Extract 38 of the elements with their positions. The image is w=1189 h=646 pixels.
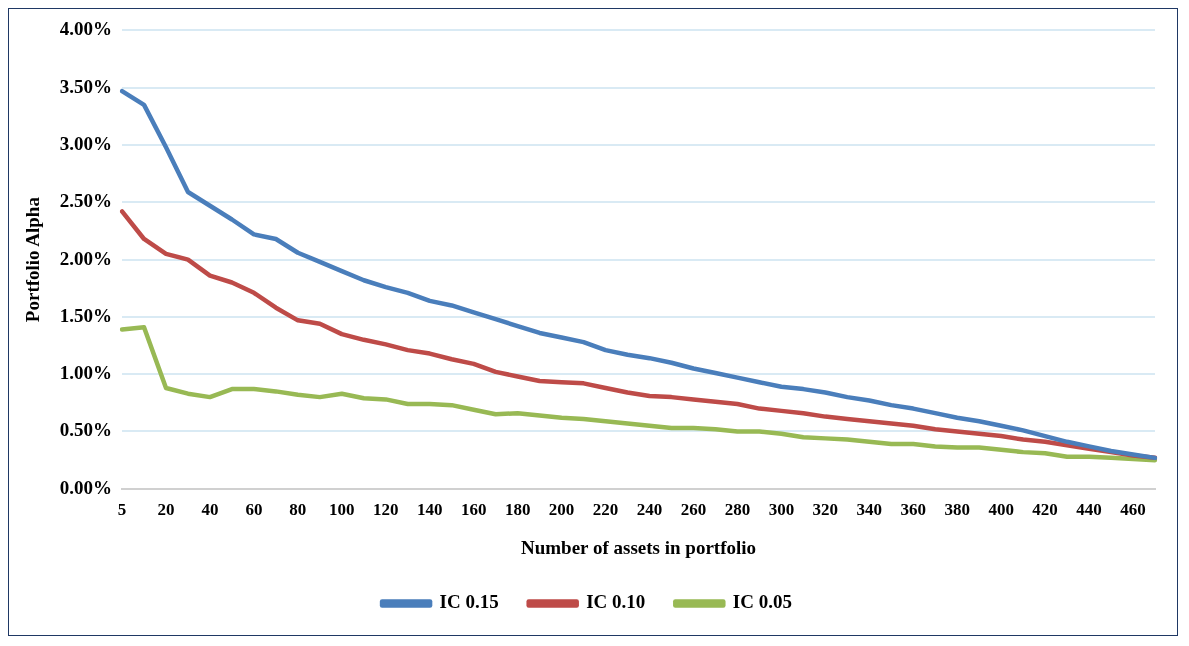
x-tick-label: 300 — [768, 500, 795, 520]
y-tick-label: 4.00% — [59, 18, 113, 40]
x-tick-label: 80 — [289, 500, 307, 520]
x-tick-label: 5 — [117, 500, 127, 520]
x-tick-label: 420 — [1032, 500, 1058, 520]
x-tick-label: 140 — [416, 500, 443, 520]
x-tick-label: 240 — [636, 500, 663, 520]
y-tick-label: 1.00% — [59, 362, 113, 384]
y-tick-label: 1.50% — [59, 304, 113, 326]
x-tick-label: 400 — [988, 500, 1014, 520]
y-axis-title: Portfolio Alpha — [22, 196, 44, 323]
x-tick-label: 460 — [1120, 500, 1146, 520]
y-tick-label: 3.50% — [59, 75, 113, 97]
x-tick-label: 200 — [548, 500, 575, 520]
x-tick-label: 280 — [724, 500, 751, 520]
y-tick-label: 3.00% — [59, 132, 113, 154]
legend-label: IC 0.15 — [439, 591, 499, 613]
legend-label: IC 0.10 — [586, 591, 646, 613]
x-tick-label: 360 — [900, 500, 926, 520]
x-tick-label: 260 — [680, 500, 707, 520]
x-tick-label: 20 — [157, 500, 175, 520]
x-tick-label: 40 — [201, 500, 219, 520]
x-axis-title: Number of assets in portfolio — [521, 536, 757, 558]
x-tick-label: 60 — [245, 500, 263, 520]
x-tick-label: 160 — [460, 500, 487, 520]
x-tick-label: 380 — [944, 500, 970, 520]
y-tick-label: 2.50% — [59, 190, 113, 212]
y-tick-label: 0.50% — [59, 419, 113, 441]
x-tick-label: 220 — [592, 500, 619, 520]
x-tick-label: 440 — [1076, 500, 1102, 520]
x-tick-label: 100 — [329, 500, 355, 520]
x-tick-label: 340 — [856, 500, 883, 520]
legend-label: IC 0.05 — [732, 591, 792, 613]
x-tick-label: 120 — [373, 500, 399, 520]
x-tick-label: 320 — [812, 500, 839, 520]
x-tick-label: 180 — [504, 500, 531, 520]
y-tick-label: 2.00% — [59, 247, 113, 269]
y-tick-label: 0.00% — [59, 476, 113, 498]
